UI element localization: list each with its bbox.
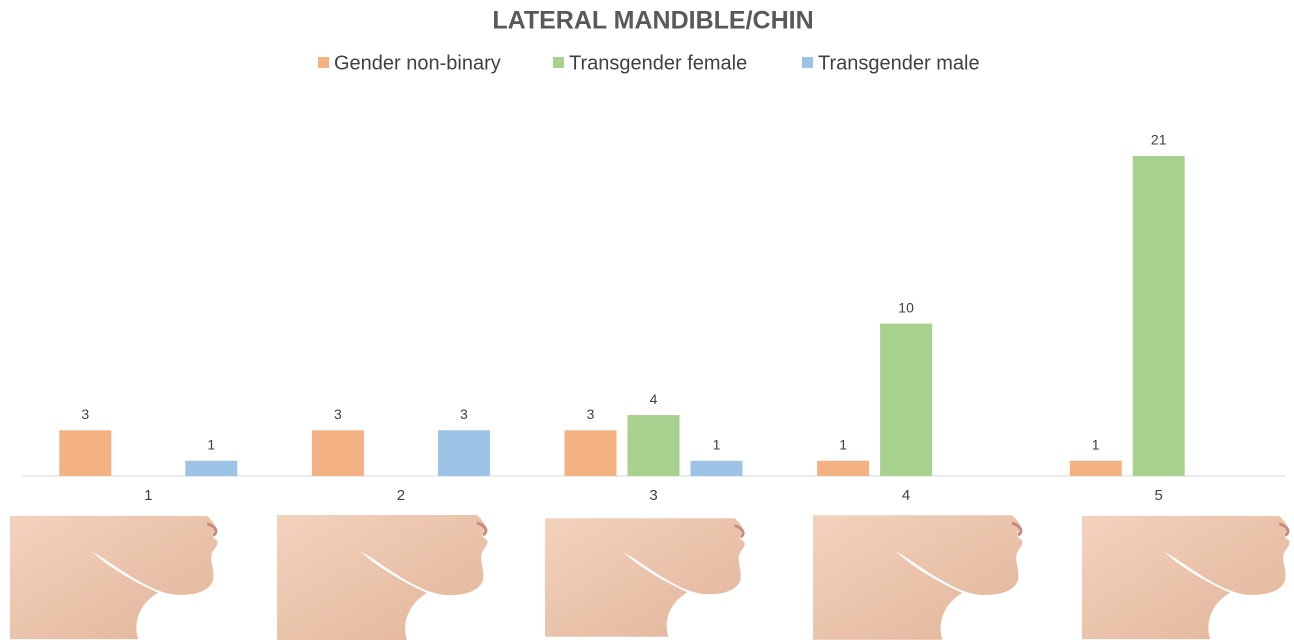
bar (628, 415, 680, 476)
data-label: 1 (1092, 436, 1100, 452)
data-label: 1 (713, 436, 721, 452)
bar (438, 430, 490, 476)
chart-title: LATERAL MANDIBLE/CHIN (492, 7, 813, 35)
x-tick-label: 2 (397, 487, 405, 504)
bar (312, 430, 364, 476)
bar (880, 324, 932, 476)
data-label: 4 (650, 391, 658, 407)
data-label: 1 (207, 436, 215, 452)
bar (1070, 461, 1122, 476)
bar (691, 461, 743, 476)
data-label: 3 (81, 406, 89, 422)
data-label: 1 (839, 436, 847, 452)
data-label: 10 (898, 299, 914, 315)
data-label: 3 (587, 406, 595, 422)
legend-label: Gender non-binary (334, 52, 501, 74)
legend-label: Transgender female (569, 52, 747, 74)
legend-label: Transgender male (818, 52, 980, 74)
legend-swatch (318, 57, 329, 68)
faces (10, 515, 1289, 640)
bar (817, 461, 869, 476)
bar (565, 430, 617, 476)
x-tick-label: 3 (649, 487, 657, 504)
x-tick-label: 5 (1155, 487, 1163, 504)
data-label: 3 (334, 406, 342, 422)
bar (185, 461, 237, 476)
bar (59, 430, 111, 476)
chart: LATERAL MANDIBLE/CHIN Gender non-binary T… (0, 0, 1294, 640)
bar (1133, 156, 1185, 476)
x-tick-label: 1 (144, 487, 152, 504)
legend-swatch (802, 57, 813, 68)
data-label: 3 (460, 406, 468, 422)
data-label: 21 (1151, 132, 1167, 148)
legend-swatch (553, 57, 564, 68)
x-tick-label: 4 (902, 487, 910, 504)
